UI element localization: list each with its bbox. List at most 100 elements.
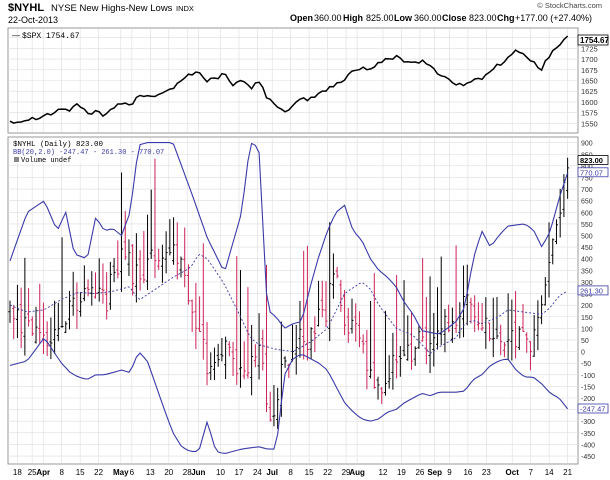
x-tick-label: 29 [342, 468, 351, 477]
ohlc-bar [49, 317, 53, 360]
ohlc-bar [108, 261, 112, 310]
spx-last-value-tag: 1754.67 [577, 34, 609, 46]
x-tick-label: 12 [379, 468, 388, 477]
nyhl-y-tick-label: -100 [581, 373, 595, 380]
ohlc-bar [224, 336, 228, 380]
ohlc-bar [261, 329, 265, 371]
spx-y-tick-label: 1600 [581, 98, 598, 107]
spx-price-panel: 155015751600162516501675170017251750 — $… [7, 27, 609, 134]
spx-last-value-box [577, 34, 609, 46]
low-label: Low [394, 13, 413, 23]
ohlc-bar [547, 222, 551, 298]
ohlc-bar [298, 300, 302, 358]
nyhl-y-tick-label: 700 [581, 187, 593, 194]
ohlc-bar [335, 266, 339, 279]
ohlc-bar [283, 356, 287, 368]
ohlc-bar [38, 283, 42, 344]
ohlc-bar [131, 244, 135, 296]
ohlc-bar [372, 273, 376, 389]
nyhl-y-tick-label: 400 [581, 257, 593, 264]
ohlc-bar [491, 297, 495, 358]
ohlc-bar [246, 287, 250, 379]
ohlc-bar [421, 258, 425, 342]
bb-middle-band [9, 253, 568, 355]
ohlc-bar [27, 288, 31, 327]
nyhl-y-tick-label: -350 [581, 431, 595, 438]
nyhl-y-tick-label: 350 [581, 268, 593, 275]
x-tick-label: 15 [305, 468, 314, 477]
ohlc-bar [56, 302, 60, 342]
ohlc-bar [409, 312, 413, 370]
ohlc-bar [238, 270, 242, 388]
ohlc-bar [15, 284, 19, 339]
ohlc-bar [521, 304, 525, 332]
x-tick-label: 26 [415, 468, 424, 477]
middle-band-tag-box [577, 285, 609, 296]
x-tick-label: 22 [323, 468, 332, 477]
ohlc-bar [294, 324, 298, 375]
x-tick-label: Aug [349, 468, 365, 477]
ohlc-bar [186, 264, 190, 305]
x-tick-label: Apr [36, 468, 50, 477]
ohlc-bar [19, 287, 23, 349]
ohlc-bar [120, 172, 124, 292]
nyhl-y-tick-label: 600 [581, 210, 593, 217]
x-tick-label: 28 [183, 468, 192, 477]
x-axis: 18 25 Apr 8 15 22 May 6 13 20 28 Jun 10 17 24 Jul 8 15 22 2… [13, 468, 573, 477]
spx-legend-text: $SPX 1754.67 [22, 32, 80, 41]
ohlc-bar [45, 321, 49, 357]
x-tick-label: May [113, 468, 129, 477]
high-value: 825.00 [366, 13, 394, 23]
ohlc-bar [506, 293, 510, 361]
ohlc-bar [209, 352, 213, 381]
ohlc-bar [82, 265, 86, 302]
x-tick-label: 6 [130, 468, 135, 477]
ohlc-bar [30, 316, 34, 336]
spx-y-tick-label: 1700 [581, 55, 598, 64]
ohlc-bar [357, 311, 361, 348]
nyhl-y-tick-label: 650 [581, 199, 593, 206]
high-label: High [343, 13, 363, 23]
ohlc-bar [454, 245, 458, 333]
copyright-label: © StockCharts.com [537, 1, 602, 10]
ohlc-bar [514, 290, 518, 359]
spx-y-tick-label: 1725 [581, 44, 598, 53]
ohlc-bar [376, 376, 380, 400]
ohlc-bar [480, 303, 484, 331]
ohlc-bar [331, 253, 335, 299]
ohlc-bar [432, 312, 436, 367]
ohlc-bar [309, 327, 313, 360]
ohlc-bar [116, 240, 120, 279]
x-tick-label: Oct [506, 468, 520, 477]
spx-legend: — $SPX 1754.67 [12, 31, 80, 41]
ohlc-bar [428, 276, 432, 374]
spx-y-tick-label: 1675 [581, 66, 598, 75]
ohlc-bar [361, 334, 365, 354]
ohlc-bar [476, 302, 480, 331]
ohlc-bar [205, 321, 209, 386]
chg-label: Chg [497, 13, 515, 23]
ohlc-bar [395, 275, 399, 379]
ohlc-bar [324, 281, 328, 328]
ohlc-bar [305, 245, 309, 361]
index-name-label: NYSE New Highs-New Lows [51, 3, 173, 14]
x-tick-label: Jun [191, 468, 205, 477]
nyhl-y-tick-label: 550 [581, 222, 593, 229]
ohlc-bar [439, 256, 443, 345]
nyhl-legend: $NYHL (Daily) 823.00 BB(20,2.0) -247.47 … [10, 139, 164, 165]
ohlc-bar [302, 250, 306, 360]
ohlc-bar [179, 256, 183, 278]
bb-upper-band [9, 142, 569, 335]
chg-value: +177.00 (+27.40%) [515, 13, 592, 23]
close-label: Close [442, 13, 467, 23]
ohlc-bar [23, 257, 27, 356]
x-tick-label: 23 [482, 468, 491, 477]
upper-band-value: 770.07 [580, 168, 603, 177]
ohlc-bar [398, 346, 402, 377]
nyhl-y-tick-label: 900 [581, 141, 593, 148]
ohlc-bar [413, 346, 417, 366]
open-label: Open [290, 13, 313, 23]
legend-bb: BB(20,2.0) -247.47 - 261.30 - 770.07 [13, 149, 164, 157]
nyhl-y-tick-label: 200 [581, 303, 593, 310]
ohlc-bar [424, 296, 428, 365]
